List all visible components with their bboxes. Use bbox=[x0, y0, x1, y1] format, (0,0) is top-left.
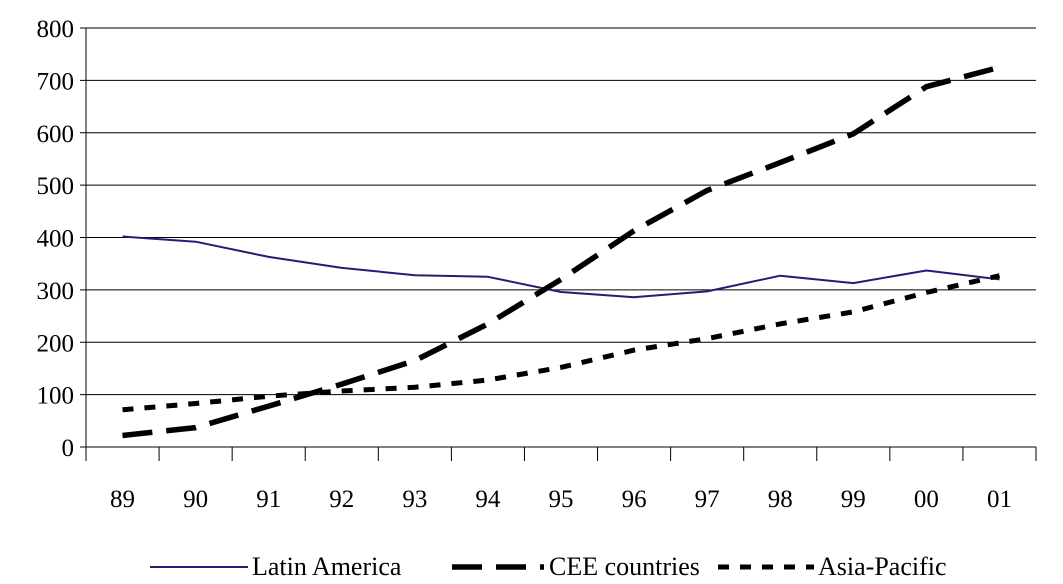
series-line-latin-america bbox=[122, 235, 1000, 299]
y-tick-label: 0 bbox=[62, 435, 75, 462]
x-tick-label: 95 bbox=[549, 486, 574, 513]
y-tick-label: 100 bbox=[37, 383, 75, 410]
x-tick-label: 93 bbox=[402, 486, 427, 513]
series-line-cee-countries bbox=[122, 64, 1001, 439]
legend-label: CEE countries bbox=[549, 552, 700, 581]
x-tick-label: 89 bbox=[110, 486, 135, 513]
x-tick-label: 00 bbox=[914, 486, 939, 513]
y-tick-label: 600 bbox=[37, 121, 75, 148]
legend: Latin America CEE countries Asia-Pacific bbox=[150, 552, 947, 581]
axes bbox=[80, 27, 1037, 461]
x-tick-label: 91 bbox=[256, 486, 281, 513]
legend-label: Latin America bbox=[252, 552, 402, 581]
y-tick-label: 400 bbox=[37, 226, 75, 253]
x-tick-label: 92 bbox=[329, 486, 354, 513]
x-tick-label: 96 bbox=[622, 486, 647, 513]
x-tick-label: 94 bbox=[475, 486, 501, 513]
x-tick-label: 99 bbox=[841, 486, 866, 513]
y-tick-label: 300 bbox=[37, 278, 75, 305]
legend-label: Asia-Pacific bbox=[818, 552, 947, 581]
gridlines bbox=[86, 27, 1036, 396]
series-line-asia-pacific bbox=[122, 273, 1001, 413]
x-tick-label: 98 bbox=[768, 486, 793, 513]
x-tick-label: 90 bbox=[183, 486, 208, 513]
series-lines bbox=[122, 64, 1001, 439]
x-tick-label: 97 bbox=[695, 486, 720, 513]
y-tick-label: 500 bbox=[37, 173, 75, 200]
y-tick-label: 700 bbox=[37, 68, 75, 95]
y-tick-label: 200 bbox=[37, 330, 75, 357]
x-tick-label: 01 bbox=[987, 486, 1012, 513]
y-tick-label: 800 bbox=[37, 16, 75, 43]
